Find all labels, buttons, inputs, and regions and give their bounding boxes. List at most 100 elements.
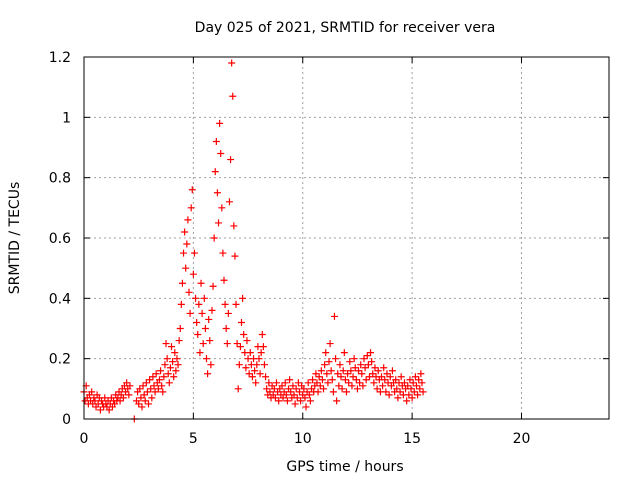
data-point: [168, 343, 175, 351]
data-point: [369, 370, 377, 378]
data-point: [370, 379, 378, 387]
data-point: [413, 382, 420, 390]
data-point: [88, 388, 96, 396]
data-point: [373, 385, 381, 393]
data-point: [388, 367, 396, 375]
data-point: [143, 388, 151, 396]
data-point: [417, 370, 425, 378]
data-point: [91, 397, 99, 405]
data-point: [335, 382, 343, 390]
data-point: [224, 309, 232, 317]
data-point: [334, 370, 342, 378]
data-point: [192, 294, 200, 302]
data-point: [233, 340, 241, 348]
axis-ticks: 0 0.2 0.4 0.6 0.8 1 1.2 0 5 10 15 20: [49, 50, 609, 447]
data-point: [289, 382, 297, 390]
data-point: [221, 300, 229, 308]
data-point: [238, 318, 245, 326]
data-point: [374, 367, 382, 375]
data-point: [248, 373, 256, 381]
data-point: [363, 352, 371, 360]
data-point: [135, 400, 143, 408]
data-point: [197, 279, 205, 287]
data-point: [382, 388, 390, 396]
grid-lines: [84, 57, 609, 419]
data-point: [355, 367, 363, 375]
data-point: [364, 361, 372, 369]
data-point: [235, 361, 243, 369]
x-axis-label: GPS time / hours: [286, 459, 403, 475]
data-point: [231, 252, 239, 260]
data-point: [291, 400, 299, 408]
data-point: [378, 373, 385, 381]
data-point: [210, 234, 218, 242]
data-point: [180, 249, 188, 257]
data-point: [365, 373, 373, 381]
y-tick-label: 0.2: [49, 352, 71, 368]
data-point: [383, 370, 391, 378]
data-point: [380, 364, 388, 372]
data-point: [418, 379, 426, 387]
data-point: [142, 379, 150, 387]
data-point: [160, 373, 168, 381]
data-point: [166, 364, 174, 372]
data-point: [258, 331, 266, 339]
data-point: [312, 370, 320, 378]
data-point: [326, 340, 334, 348]
data-point: [216, 119, 224, 127]
data-point: [358, 370, 366, 378]
data-point: [392, 376, 400, 384]
data-point: [174, 361, 182, 369]
data-point: [152, 370, 160, 378]
data-point: [381, 376, 389, 384]
data-point: [317, 367, 325, 375]
data-point: [359, 382, 367, 390]
data-point: [275, 397, 283, 405]
data-point: [184, 216, 192, 224]
data-point: [325, 358, 333, 366]
data-point: [242, 364, 250, 372]
data-point: [161, 361, 169, 369]
data-point: [406, 376, 414, 384]
data-point: [228, 59, 236, 67]
data-point: [327, 367, 335, 375]
data-point: [189, 270, 197, 278]
data-point: [320, 385, 328, 393]
data-point: [302, 403, 310, 411]
data-point: [181, 228, 189, 236]
data-point: [393, 385, 401, 393]
data-point: [304, 379, 312, 387]
data-point: [404, 382, 412, 390]
data-point: [279, 394, 287, 402]
data-point: [330, 312, 338, 320]
data-point: [253, 361, 261, 369]
data-point: [206, 337, 214, 345]
data-point: [234, 385, 242, 393]
data-point: [190, 249, 198, 257]
x-tick-label: 0: [80, 431, 89, 447]
data-point: [170, 373, 178, 381]
data-point: [332, 355, 340, 363]
data-point: [151, 388, 159, 396]
data-point: [229, 92, 237, 100]
data-point: [256, 370, 264, 378]
data-point: [360, 355, 368, 363]
data-point: [362, 376, 370, 384]
data-point: [292, 385, 300, 393]
x-tick-label: 15: [403, 431, 421, 447]
data-point: [353, 385, 361, 393]
data-point: [183, 240, 191, 248]
data-point: [294, 379, 302, 387]
data-point: [400, 379, 408, 387]
data-point: [265, 379, 273, 387]
x-tick-label: 10: [294, 431, 312, 447]
data-point: [352, 376, 360, 384]
data-point: [416, 385, 424, 393]
data-point: [215, 219, 223, 227]
data-point: [410, 388, 418, 396]
data-point: [213, 189, 221, 197]
data-point: [314, 388, 322, 396]
data-point: [164, 370, 172, 378]
data-point: [386, 373, 394, 381]
data-point: [347, 367, 355, 375]
